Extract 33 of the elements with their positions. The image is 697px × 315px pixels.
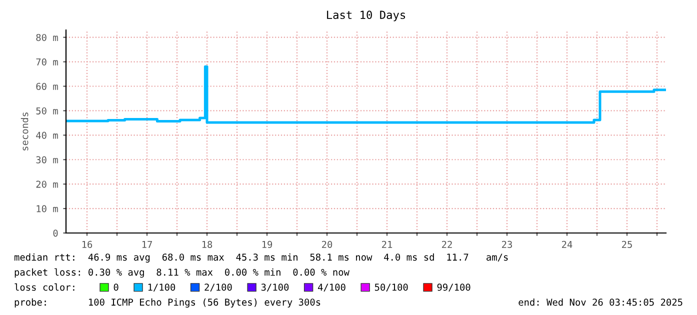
y-tick-label: 40 m: [36, 132, 58, 139]
chart-title: Last 10 Days: [327, 10, 406, 22]
x-tick-label: 21: [382, 240, 392, 248]
y-tick-label: 20 m: [36, 180, 58, 188]
y-tick-label: 50 m: [36, 107, 58, 114]
text: median rtt: 46.9 ms avg 68.0 ms max 45.3 ms min 58.1 ms now 4.0 ms sd 11.7 am/s: [14, 253, 508, 263]
x-tick-label: 16: [82, 240, 92, 248]
legend-label: 0: [114, 284, 118, 291]
y-tick-label: 30 m: [36, 156, 58, 164]
legend-label: 50/100: [374, 284, 408, 292]
x-tick-label: 24: [562, 240, 572, 248]
legend-label: 2/100: [204, 284, 232, 292]
x-tick-label: 18: [202, 240, 212, 248]
legend-label: 4/100: [318, 284, 346, 292]
x-tick-label: 25: [622, 240, 632, 248]
legend-title: loss color:: [14, 283, 74, 291]
x-tick-label: 20: [322, 240, 332, 248]
legend-label: 3/100: [261, 284, 289, 292]
y-tick-label: 60 m: [36, 82, 58, 90]
y-tick-label: 80 m: [36, 34, 58, 42]
text: probe: 100 ICMP Echo Pings (56 Bytes) every 300s: [14, 298, 320, 308]
text: end: Wed Nov 26 03:45:05 2025: [518, 298, 682, 306]
x-tick-label: 22: [442, 240, 452, 248]
legend-label: 1/100: [148, 284, 176, 292]
y-tick-label: 10 m: [36, 205, 58, 212]
x-tick-label: 17: [142, 240, 152, 248]
x-tick-label: 19: [262, 240, 272, 248]
y-tick-label: 0: [53, 230, 58, 237]
text: packet loss: 0.30 % avg 8.11 % max 0.00 % min 0.00 % now: [14, 268, 350, 278]
y-tick-label: 70 m: [36, 58, 58, 66]
legend-label: 99/100: [437, 284, 470, 292]
x-tick-label: 23: [502, 240, 512, 248]
y-axis-title: seconds: [20, 112, 28, 150]
